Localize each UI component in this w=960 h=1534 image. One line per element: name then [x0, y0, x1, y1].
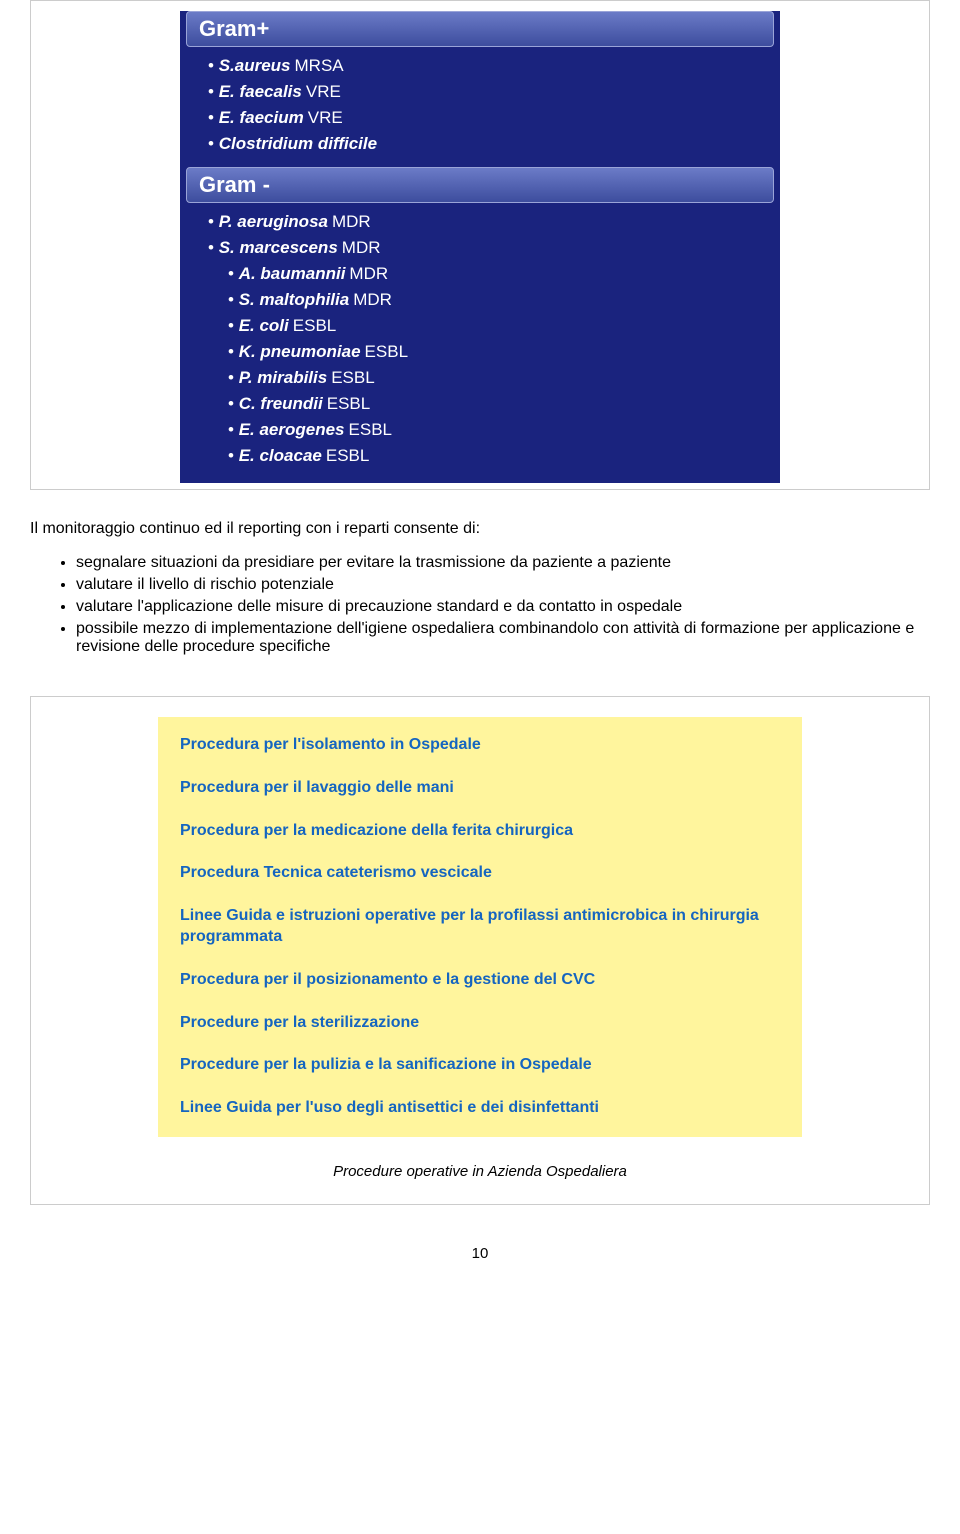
organism-name: E. faecium [219, 108, 304, 127]
organism-tag: ESBL [293, 316, 336, 335]
page-number: 10 [30, 1245, 930, 1262]
procedure-item: Procedura per il posizionamento e la ges… [180, 970, 780, 991]
gram-section-header: Gram - [186, 167, 774, 203]
organism-name: C. freundii [239, 394, 323, 413]
gram-item: E. cloacaeESBL [208, 443, 770, 469]
gram-item: A. baumanniiMDR [208, 261, 770, 287]
bullet-item: valutare il livello di rischio potenzial… [76, 576, 930, 594]
procedure-item: Linee Guida per l'uso degli antisettici … [180, 1098, 780, 1119]
procedure-item: Procedure per la sterilizzazione [180, 1013, 780, 1034]
bullet-item: valutare l'applicazione delle misure di … [76, 598, 930, 616]
organism-tag: ESBL [331, 368, 374, 387]
gram-item: E. faeciumVRE [208, 105, 770, 131]
organism-name: S.aureus [219, 56, 291, 75]
procedure-item: Procedura per l'isolamento in Ospedale [180, 735, 780, 756]
organism-tag: ESBL [349, 420, 392, 439]
bullet-list: segnalare situazioni da presidiare per e… [30, 554, 930, 656]
organism-name: K. pneumoniae [239, 342, 361, 361]
organism-name: S. maltophilia [239, 290, 350, 309]
organism-name: P. mirabilis [239, 368, 328, 387]
procedure-item: Linee Guida e istruzioni operative per l… [180, 906, 780, 948]
gram-item: Clostridium difficile [208, 131, 770, 157]
gram-item: S.aureusMRSA [208, 53, 770, 79]
procedures-panel: Procedura per l'isolamento in Ospedale Pr… [158, 717, 802, 1137]
procedures-figure-box: Procedura per l'isolamento in Ospedale Pr… [30, 696, 930, 1205]
organism-tag: ESBL [326, 446, 369, 465]
bullet-item: possibile mezzo di implementazione dell'… [76, 620, 930, 656]
procedure-item: Procedura per la medicazione della ferit… [180, 821, 780, 842]
gram-item: E. aerogenesESBL [208, 417, 770, 443]
procedures-caption: Procedure operative in Azienda Ospedalie… [47, 1163, 913, 1180]
gram-item: P. aeruginosaMDR [208, 209, 770, 235]
procedure-item: Procedure per la pulizia e la sanificazi… [180, 1055, 780, 1076]
organism-name: E. faecalis [219, 82, 302, 101]
gram-panel: Gram+S.aureusMRSAE. faecalisVREE. faeciu… [180, 11, 780, 483]
organism-tag: MDR [349, 264, 388, 283]
organism-name: E. cloacae [239, 446, 322, 465]
organism-tag: VRE [308, 108, 343, 127]
organism-tag: ESBL [327, 394, 370, 413]
gram-item: C. freundiiESBL [208, 391, 770, 417]
organism-name: E. aerogenes [239, 420, 345, 439]
organism-name: A. baumannii [239, 264, 346, 283]
organism-tag: MDR [353, 290, 392, 309]
organism-tag: MRSA [295, 56, 344, 75]
gram-item: E. coliESBL [208, 313, 770, 339]
gram-item: E. faecalisVRE [208, 79, 770, 105]
organism-tag: VRE [306, 82, 341, 101]
organism-tag: MDR [332, 212, 371, 231]
organism-tag: ESBL [365, 342, 408, 361]
gram-item: P. mirabilisESBL [208, 365, 770, 391]
organism-name: E. coli [239, 316, 289, 335]
bullet-item: segnalare situazioni da presidiare per e… [76, 554, 930, 572]
gram-list: S.aureusMRSAE. faecalisVREE. faeciumVREC… [180, 51, 780, 163]
gram-section-header: Gram+ [186, 11, 774, 47]
gram-item: S. maltophiliaMDR [208, 287, 770, 313]
gram-item: K. pneumoniaeESBL [208, 339, 770, 365]
intro-paragraph: Il monitoraggio continuo ed il reporting… [30, 520, 930, 538]
gram-figure-box: Gram+S.aureusMRSAE. faecalisVREE. faeciu… [30, 0, 930, 490]
procedure-item: Procedura per il lavaggio delle mani [180, 778, 780, 799]
organism-tag: MDR [342, 238, 381, 257]
organism-name: P. aeruginosa [219, 212, 328, 231]
organism-name: S. marcescens [219, 238, 338, 257]
organism-name: Clostridium difficile [219, 134, 377, 153]
gram-item: S. marcescensMDR [208, 235, 770, 261]
procedure-item: Procedura Tecnica cateterismo vescicale [180, 863, 780, 884]
gram-list: P. aeruginosaMDRS. marcescensMDRA. bauma… [180, 207, 780, 475]
